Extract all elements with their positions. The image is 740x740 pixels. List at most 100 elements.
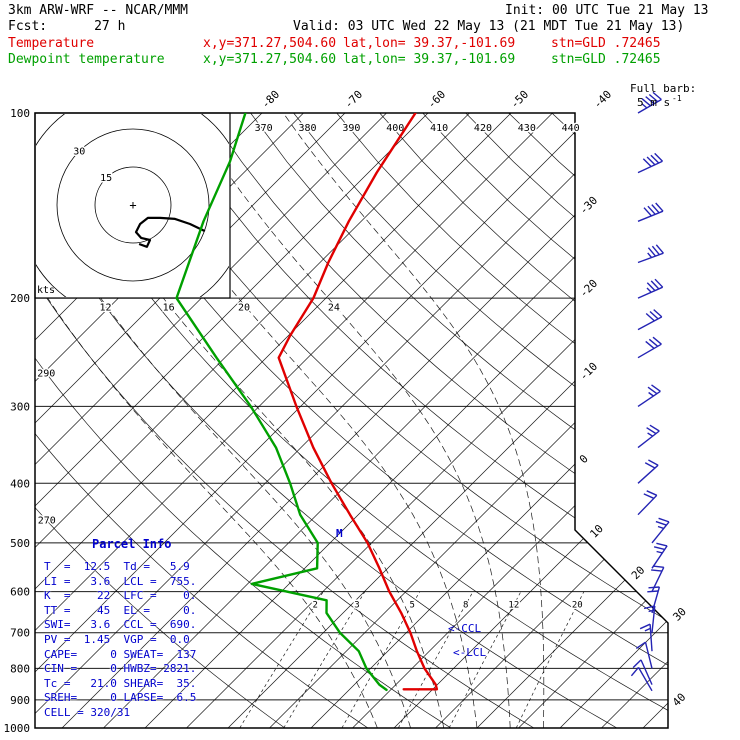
moist-adiabat-line — [48, 113, 445, 728]
wind-barb — [637, 309, 663, 331]
dry-adiabat-line — [35, 113, 369, 728]
init-time: Init: 00 UTC Tue 21 May 13 — [505, 3, 709, 18]
dry-adiabat-line — [35, 113, 668, 728]
isotherm-label-top: -50 — [508, 88, 531, 111]
parcel-info-line: CAPE= 0 SWEAT= 137 — [44, 647, 197, 661]
mixing-ratio-line — [341, 591, 421, 728]
parcel-info-line: SWI= 3.6 CCL = 690. — [44, 618, 197, 632]
barb-legend-value: 5 m s — [637, 96, 671, 109]
dry-adiabat-label-left: 290 — [37, 368, 55, 379]
moist-adiabat-label: 12 — [99, 303, 111, 314]
dewpoint-legend-label: Dewpoint temperature — [8, 52, 165, 67]
isotherm-line — [35, 113, 429, 728]
isotherm-line — [435, 113, 668, 728]
dry-adiabat-line — [78, 113, 668, 728]
dewpoint-latlon: lat,lon= 39.37,-101.69 — [343, 52, 516, 67]
temperature-station: stn=GLD .72465 — [551, 36, 661, 51]
pressure-tick-label: 200 — [10, 292, 30, 305]
isotherm-line — [35, 113, 387, 728]
isotherm-label-right: 40 — [670, 691, 689, 710]
hodograph-ring — [56, 128, 210, 282]
isotherm-line — [186, 113, 668, 728]
isotherm-label-right: 30 — [670, 605, 689, 624]
wind-barbs — [630, 91, 670, 692]
pressure-tick-label: 1000 — [4, 722, 31, 735]
wind-barb — [637, 490, 658, 516]
dry-adiabat-line — [35, 113, 535, 728]
wind-barb — [637, 91, 662, 114]
ccl-marker: <-CCL — [448, 622, 481, 635]
dewpoint-station: stn=GLD .72465 — [551, 52, 661, 67]
isotherm-label-top: -80 — [259, 88, 282, 111]
isotherm-line — [35, 113, 470, 728]
dry-adiabat-label-top: 380 — [298, 123, 316, 134]
plot-border — [34, 112, 669, 729]
mixing-ratio-label: 12 — [508, 601, 519, 611]
wind-barb — [637, 459, 659, 484]
dry-adiabat-line — [250, 113, 668, 728]
mixing-ratio-label: 20 — [572, 601, 583, 611]
hodograph-background — [35, 113, 230, 298]
temperature-xy: x,y=371.27,504.60 — [203, 36, 337, 51]
parcel-info-line: SREH= 0 LAPSE= 6.5 — [44, 691, 197, 705]
dry-adiabat-label-top: 440 — [562, 123, 580, 134]
wind-barb — [632, 659, 653, 685]
pressure-tick-label: 700 — [10, 627, 30, 640]
mixing-ratio-line — [397, 591, 474, 728]
sounding-traces — [175, 113, 439, 692]
moist-adiabat-line — [35, 113, 411, 728]
wind-barb — [637, 278, 664, 299]
wind-barb — [651, 542, 668, 569]
pressure-tick-label: 900 — [10, 694, 30, 707]
wind-barb — [651, 517, 670, 544]
isotherm-label-right: -10 — [577, 360, 600, 383]
model-title: 3km ARW-WRF -- NCAR/MMM — [8, 3, 189, 18]
wind-barb — [637, 336, 662, 359]
mixing-ratio-line — [515, 591, 585, 728]
dry-adiabat-label-top: 410 — [430, 123, 448, 134]
parcel-info-line: LI = 3.6 LCL = 755. — [44, 574, 197, 588]
temperature-latlon: lat,lon= 39.37,-101.69 — [343, 36, 516, 51]
wind-barb — [637, 152, 663, 174]
dry-adiabat-line — [35, 113, 452, 728]
isotherm-label-right: -30 — [577, 194, 600, 217]
pressure-tick-label: 100 — [10, 107, 30, 120]
wind-barb — [635, 641, 653, 669]
isotherm-line — [559, 113, 668, 728]
moist-adiabat-label: 20 — [238, 303, 250, 314]
isotherm-line — [685, 113, 740, 728]
isotherm-label-right: 0 — [577, 452, 591, 466]
hodograph-ring-label: 30 — [73, 146, 85, 157]
dry-adiabat-line — [121, 113, 668, 728]
dry-adiabat-line — [35, 113, 618, 728]
dry-adiabat-label-top: 400 — [386, 123, 404, 134]
isotherm-line — [601, 113, 668, 728]
isotherm-line — [726, 113, 740, 728]
mixing-ratio-label: 3 — [354, 601, 359, 611]
parcel-info-line: Tc = 21.0 SHEAR= 35. — [44, 676, 197, 690]
isotherm-line — [518, 113, 668, 728]
isotherm-line — [310, 113, 668, 728]
wind-barb — [637, 424, 660, 449]
isotherm-label-top: -70 — [342, 88, 365, 111]
wind-barb — [637, 244, 664, 264]
parcel-info-line: K = 22 LFC = 0. — [44, 589, 197, 603]
parcel-info-line: T = 12.5 Td = 5.9 — [44, 560, 190, 573]
dry-adiabat-label-left: 270 — [38, 516, 56, 527]
dry-adiabat-line — [336, 113, 668, 728]
mixing-ratio-line — [448, 591, 522, 728]
dry-adiabat-line — [465, 113, 668, 728]
isotherm-line — [476, 113, 668, 728]
dry-adiabat-line — [35, 113, 286, 728]
hodograph-ring — [94, 166, 172, 244]
hodograph-units-label: kts — [37, 285, 55, 296]
temperature-legend-label: Temperature — [8, 36, 95, 51]
dry-adiabat-line — [379, 113, 668, 728]
isotherm-label-right: 10 — [587, 522, 606, 541]
isotherm-line — [35, 113, 636, 728]
dry-adiabat-label-top: 390 — [342, 123, 360, 134]
wind-barb — [637, 202, 664, 222]
isotherm-line — [35, 113, 595, 728]
